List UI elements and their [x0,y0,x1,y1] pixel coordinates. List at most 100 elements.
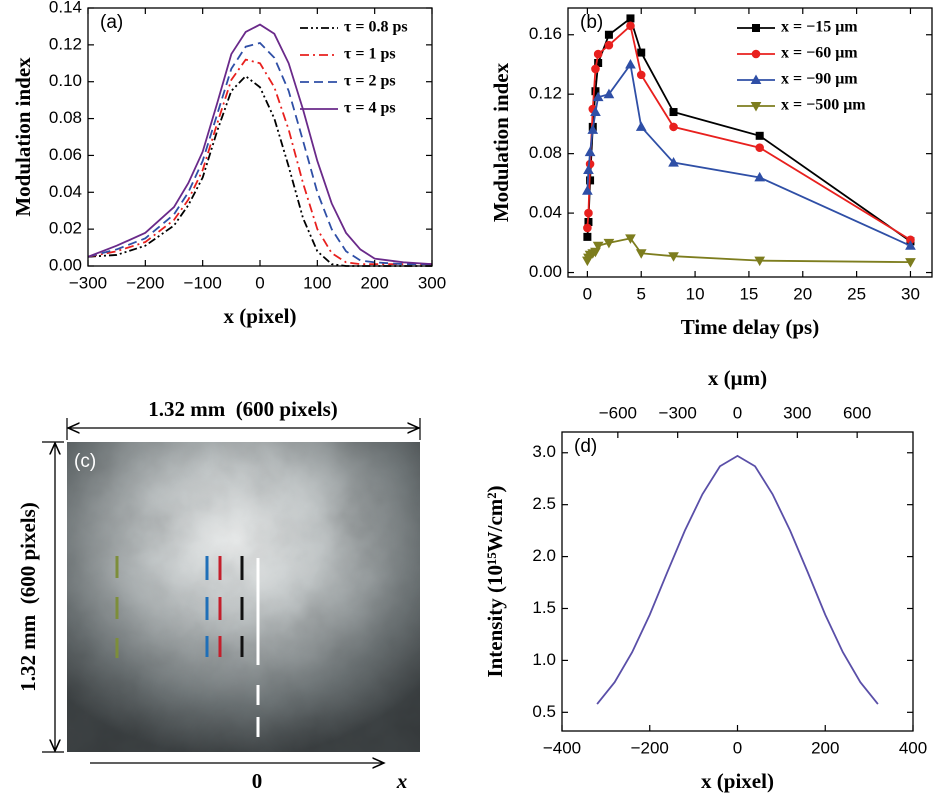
legend-label: x = −15 μm [781,19,858,36]
marker [603,238,615,249]
legend-marker [751,49,761,59]
data-line [586,62,911,247]
y-axis-label: Intensity (10¹⁵W/cm²) [483,485,507,677]
marker [584,208,593,218]
panel-label: (d) [574,436,597,457]
x-tick-label: −400 [543,738,581,757]
y-tick-label: 0.10 [49,71,82,90]
marker [905,240,916,250]
marker [754,256,766,267]
y-axis-label: Modulation index [489,62,513,222]
x2-tick-label: 600 [843,403,871,422]
panel-label: (c) [74,451,96,472]
x-axis-label: x (pixel) [224,304,297,328]
origin-label: 0 [252,769,263,793]
x-axis-label: x [396,769,408,793]
marker [590,106,601,117]
x-tick-label: 400 [899,738,927,757]
marker [625,234,636,244]
marker [593,49,603,59]
x-tick-label: 20 [793,284,812,303]
width-label: 1.32 mm (600 pixels) [148,397,338,421]
data-line [586,237,911,264]
x-tick-label: −200 [126,273,164,292]
x-tick-label: 100 [303,273,331,292]
marker [635,121,647,131]
marker [587,124,599,134]
marker [637,48,646,57]
chart-panel: −400 −200 0 200 400 0.5 1.0 1.5 2.0 2.5 3.0 −600 −30… [483,366,927,793]
y-tick-label: 2.0 [532,546,556,565]
height-label: 1.32 mm (600 pixels) [16,502,40,692]
marker [669,122,678,132]
x-tick-label: 5 [636,284,645,303]
data-line [87,23,433,266]
marker [592,241,604,252]
y-tick-label: 0.00 [529,262,562,281]
x-tick-label: −200 [631,738,669,757]
plot-frame [561,431,914,732]
legend-marker [750,102,762,112]
marker [583,232,592,241]
x2-tick-label: 0 [733,403,742,422]
y-tick-label: 0.00 [49,255,82,274]
y-axis-label: Modulation index [11,57,35,217]
x-tick-label: 0 [583,284,592,303]
x-tick-label: 200 [360,273,388,292]
legend-label: τ = 2 ps [344,73,396,90]
marker [668,252,679,262]
x-tick-label: 200 [811,738,839,757]
legend-label: x = −60 μm [781,45,858,62]
data-line [87,42,432,266]
y-tick-label: 0.08 [529,143,562,162]
y-tick-label: 1.0 [532,650,556,669]
y-tick-label: 0.04 [49,182,82,201]
legend-label: x = −500 μm [781,97,866,114]
x-tick-label: 25 [847,284,866,303]
marker [592,91,604,102]
chart-panel: −300 −200 −100 0 100 200 300 0.00 0.02 0.04 0.06 0.… [11,0,446,328]
y-tick-label: 0.5 [532,702,556,721]
marker [604,40,614,50]
legend-marker [752,24,760,32]
x-tick-label: 30 [901,284,920,303]
probe-marks [115,556,244,658]
marker [754,171,766,182]
x-tick-label: −300 [69,273,107,292]
marker [669,108,678,117]
legend-label: τ = 0.8 ps [344,19,408,36]
y-tick-label: 1.5 [532,598,556,617]
marker [755,143,764,153]
y-tick-label: 0.02 [49,219,82,238]
x-tick-label: 0 [255,273,264,292]
y-tick-label: 0.16 [529,24,562,43]
data-line [87,58,432,266]
x2-tick-label: 300 [783,403,811,422]
x-axis-label: x (pixel) [701,769,774,793]
marker [603,88,615,99]
marker [755,131,764,140]
marker [905,258,916,268]
marker [626,21,635,31]
legend-label: τ = 1 ps [344,46,396,63]
image-panel: (c) 1.32 mm (600 pixels) 1.32 mm (600 pi… [16,397,421,793]
x-tick-label: 300 [418,273,446,292]
x2-axis-label: x (μm) [708,366,767,390]
y-tick-label: 2.5 [532,494,556,513]
marker [626,14,635,23]
marker [591,87,600,96]
marker [625,58,636,69]
marker [591,64,600,74]
marker [636,70,646,80]
panel-label: (a) [100,12,123,33]
y-tick-label: 0.14 [49,0,82,16]
y-tick-label: 0.04 [529,203,562,222]
y-tick-label: 0.08 [49,108,82,127]
marker [584,146,596,157]
legend-label: τ = 4 ps [344,100,396,117]
x-tick-label: 10 [686,284,705,303]
x-tick-label: 15 [739,284,758,303]
x-tick-label: −100 [184,273,222,292]
marker [582,185,593,195]
